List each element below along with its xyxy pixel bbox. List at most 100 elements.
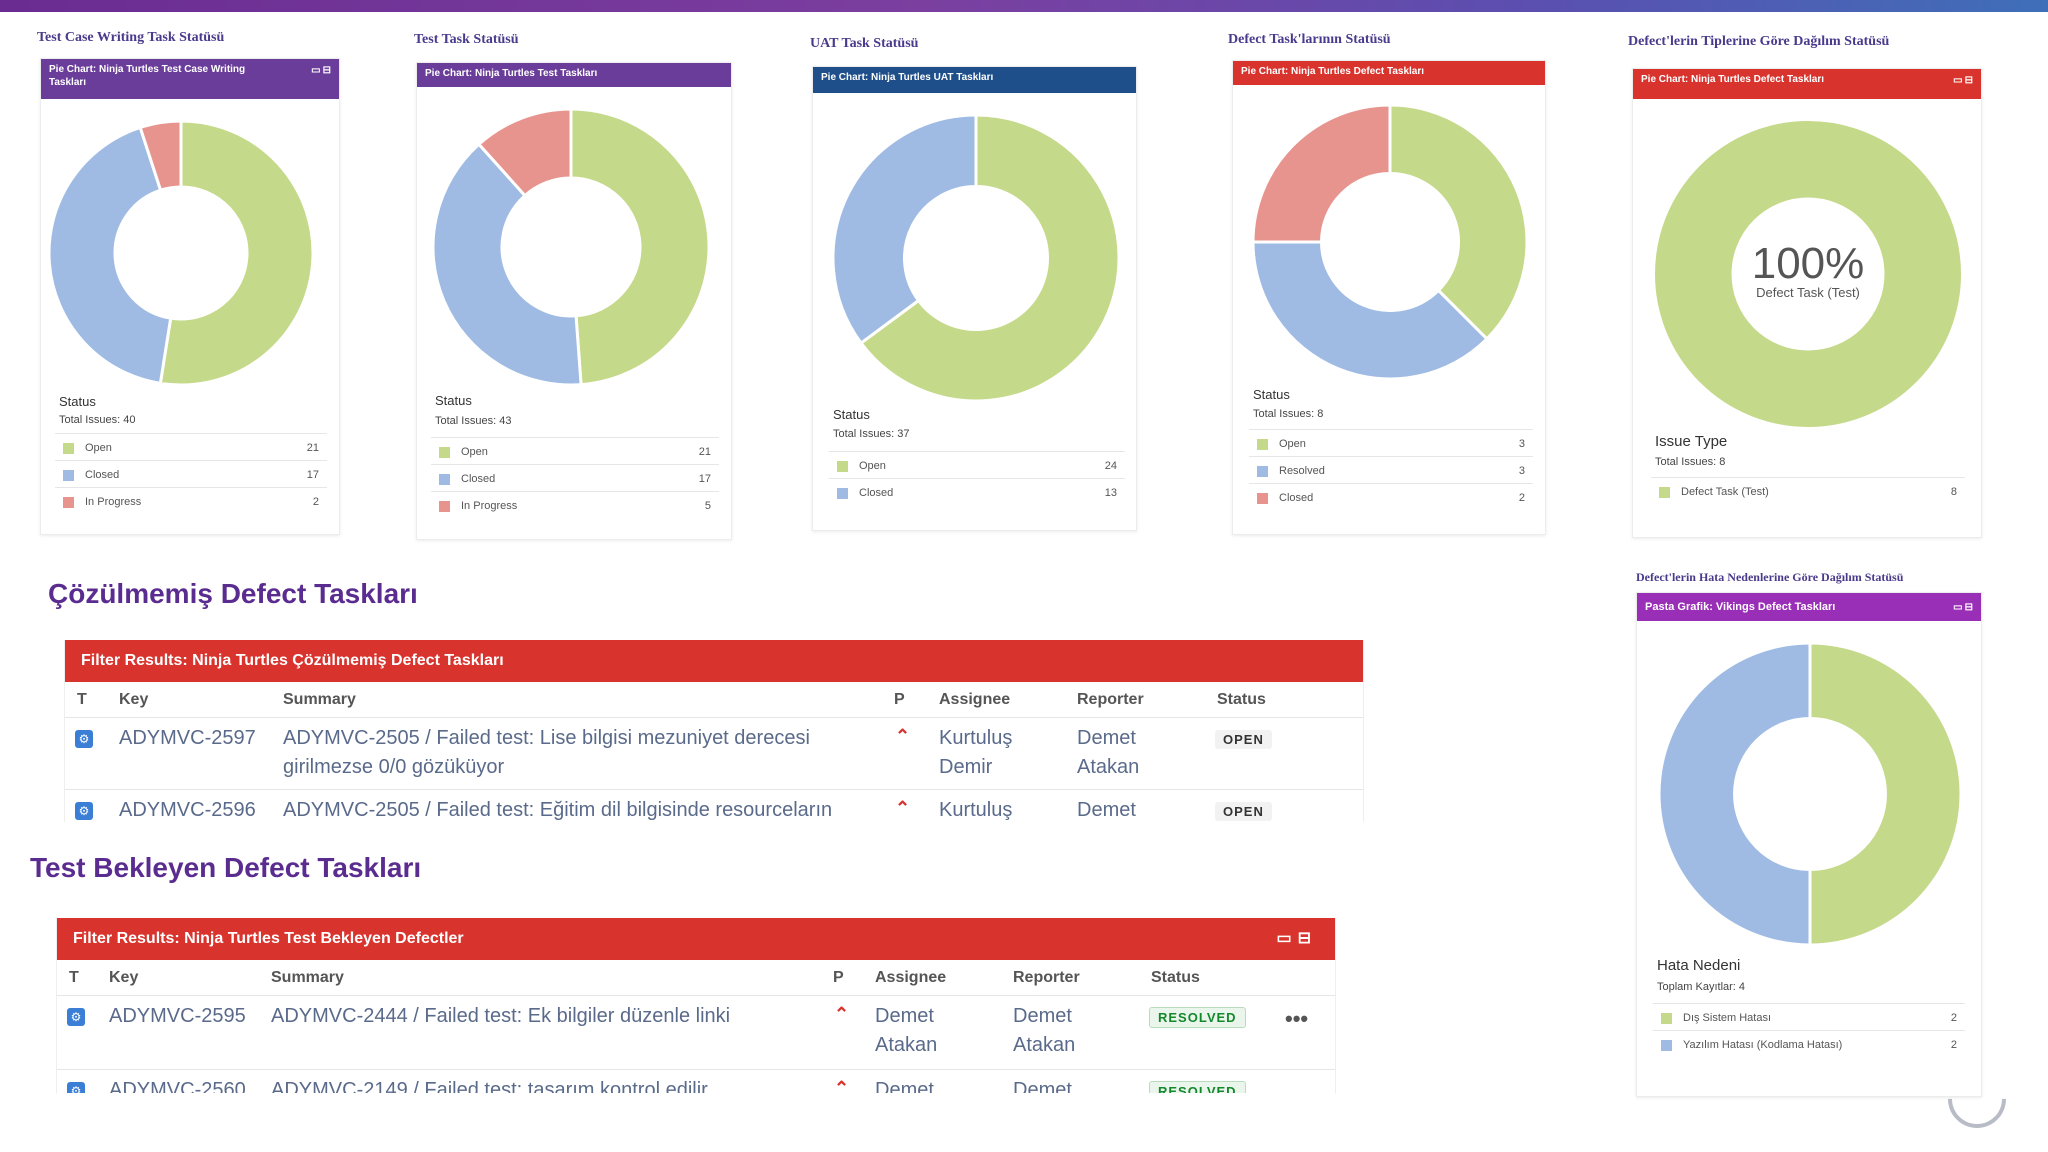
legend-count: 17 [306, 469, 319, 481]
legend-total: Total Issues: 43 [435, 415, 512, 427]
card-header-icons[interactable]: ▭⊟ [1953, 602, 1975, 613]
priority-highest-icon: ⌃ [834, 1004, 850, 1024]
legend-row[interactable]: Closed 17 [431, 464, 719, 491]
pie-slice-in-progress[interactable] [138, 119, 183, 193]
pie-slice-in-progress[interactable] [476, 107, 573, 198]
legend-row[interactable]: Closed 17 [55, 460, 327, 487]
col-type[interactable]: T [77, 691, 87, 708]
card-header: Pie Chart: Ninja Turtles Defect Taskları [1233, 61, 1545, 85]
legend-table: Open 3 Resolved 3 Closed 2 [1249, 429, 1533, 510]
col-key[interactable]: Key [119, 691, 149, 708]
pie-slice-open[interactable] [569, 107, 711, 387]
issue-summary-link[interactable]: ADYMVC-2505 / Failed test: Eğitim dil bi… [283, 799, 833, 821]
priority-highest-icon: ⌃ [834, 1078, 850, 1093]
pie-slice-open[interactable] [158, 119, 315, 387]
top-accent-bar [0, 0, 2048, 12]
donut-chart [1657, 641, 1963, 947]
pie-slice-closed[interactable] [1251, 103, 1392, 244]
assignee-link[interactable]: Demet [875, 1079, 934, 1093]
col-reporter[interactable]: Reporter [1013, 969, 1080, 986]
issue-summary-link[interactable]: ADYMVC-2505 / Failed test: Lise bilgisi … [283, 727, 810, 749]
issue-summary-link[interactable]: girilmezse 0/0 gözüküyor [283, 756, 505, 778]
assignee-link[interactable]: Kurtuluş [939, 799, 1013, 821]
col-summary[interactable]: Summary [271, 969, 344, 986]
legend-row[interactable]: Dış Sistem Hatası 2 [1653, 1003, 1965, 1030]
reporter-link[interactable]: Demet [1077, 727, 1136, 749]
issue-summary-link[interactable]: ADYMVC-2149 / Failed test: tasarım kontr… [271, 1079, 708, 1093]
table-row[interactable]: ⚙ ADYMVC-2596 ADYMVC-2505 / Failed test:… [65, 790, 1363, 822]
col-assignee[interactable]: Assignee [939, 691, 1011, 708]
col-summary[interactable]: Summary [283, 691, 356, 708]
legend-label: Closed [1279, 492, 1314, 504]
col-priority[interactable]: P [894, 691, 905, 708]
pie-slice-open[interactable] [1388, 103, 1529, 341]
legend-row[interactable]: Resolved 3 [1249, 456, 1533, 483]
issue-key-link[interactable]: ADYMVC-2595 [109, 1005, 246, 1027]
pie-slice-closed[interactable] [431, 142, 583, 387]
col-key[interactable]: Key [109, 969, 139, 986]
legend-count: 3 [1518, 465, 1525, 477]
col-priority[interactable]: P [833, 969, 844, 986]
legend-swatch [63, 497, 74, 508]
reporter-link[interactable]: Atakan [1013, 1034, 1076, 1056]
assignee-link[interactable]: Atakan [875, 1034, 938, 1056]
assignee-link[interactable]: Kurtuluş [939, 727, 1013, 749]
legend-label: Resolved [1279, 465, 1325, 477]
table-row[interactable]: ⚙ ADYMVC-2597 ADYMVC-2505 / Failed test:… [65, 718, 1363, 790]
card-header-title: Pasta Grafik: Vikings Defect Taskları [1645, 601, 1836, 613]
reporter-link[interactable]: Demet [1077, 799, 1136, 821]
legend-row[interactable]: Open 24 [829, 451, 1125, 478]
legend-row[interactable]: Closed 13 [829, 478, 1125, 505]
legend-row[interactable]: Open 21 [431, 437, 719, 464]
col-reporter[interactable]: Reporter [1077, 691, 1144, 708]
legend-count: 2 [312, 496, 319, 508]
pie-slice-closed[interactable] [831, 113, 978, 346]
legend-count: 24 [1104, 460, 1117, 472]
legend-count: 2 [1950, 1012, 1957, 1024]
card-header-icons[interactable]: ▭⊟ [311, 65, 333, 76]
legend-row[interactable]: In Progress 2 [55, 487, 327, 514]
bug-type-icon: ⚙ [67, 1008, 85, 1026]
issue-key-link[interactable]: ADYMVC-2597 [119, 727, 256, 749]
donut-chart [431, 107, 711, 387]
legend-row[interactable]: In Progress 5 [431, 491, 719, 518]
donut-chart [47, 119, 315, 387]
more-actions-button[interactable]: ••• [1285, 1006, 1309, 1031]
pie-slice-yaz-l-m-hatas-kodlama-hatas-[interactable] [1657, 641, 1812, 947]
priority-highest-icon: ⌃ [895, 798, 911, 818]
pie-slice-resolved[interactable] [1251, 240, 1489, 381]
legend-row[interactable]: Closed 2 [1249, 483, 1533, 510]
col-status[interactable]: Status [1151, 969, 1200, 986]
assignee-link[interactable]: Demir [939, 756, 993, 778]
issue-summary-link[interactable]: ADYMVC-2444 / Failed test: Ek bilgiler d… [271, 1005, 731, 1027]
legend-title: Status [1253, 387, 1290, 402]
issue-key-link[interactable]: ADYMVC-2560 [109, 1079, 246, 1093]
legend-row[interactable]: Open 21 [55, 433, 327, 460]
assignee-link[interactable]: Demet [875, 1005, 934, 1027]
table-row[interactable]: ⚙ ADYMVC-2595 ADYMVC-2444 / Failed test:… [57, 996, 1335, 1070]
legend-total: Total Issues: 37 [833, 428, 910, 440]
reporter-link[interactable]: Demet [1013, 1079, 1072, 1093]
card-header: Pie Chart: Ninja Turtles Test Case Writi… [41, 59, 339, 99]
legend-row[interactable]: Yazılım Hatası (Kodlama Hatası) 2 [1653, 1030, 1965, 1057]
table-row[interactable]: ⚙ ADYMVC-2560 ADYMVC-2149 / Failed test:… [57, 1070, 1335, 1093]
legend-row[interactable]: Defect Task (Test) 8 [1651, 477, 1965, 504]
pie-slice-open[interactable] [858, 113, 1121, 403]
card-header: Pie Chart: Ninja Turtles Test Taskları [417, 63, 731, 87]
pie-slice-closed[interactable] [47, 125, 173, 386]
col-assignee[interactable]: Assignee [875, 969, 947, 986]
card-header-title: Pie Chart: Ninja Turtles Test Taskları [425, 68, 598, 79]
card-header-icons[interactable]: ▭⊟ [1953, 75, 1975, 86]
legend-table: Open 24 Closed 13 [829, 451, 1125, 505]
panel-header-icons[interactable]: ▭⊟ [1276, 930, 1317, 947]
legend-count: 2 [1950, 1039, 1957, 1051]
col-type[interactable]: T [69, 969, 79, 986]
issue-key-link[interactable]: ADYMVC-2596 [119, 799, 256, 821]
pie-slice-d-sistem-hatas-[interactable] [1808, 641, 1963, 947]
legend-count: 13 [1104, 487, 1117, 499]
col-status[interactable]: Status [1217, 691, 1266, 708]
legend-row[interactable]: Open 3 [1249, 429, 1533, 456]
reporter-link[interactable]: Demet [1013, 1005, 1072, 1027]
reporter-link[interactable]: Atakan [1077, 756, 1140, 778]
pie-slice-defect-task-test-[interactable] [1655, 121, 1961, 427]
